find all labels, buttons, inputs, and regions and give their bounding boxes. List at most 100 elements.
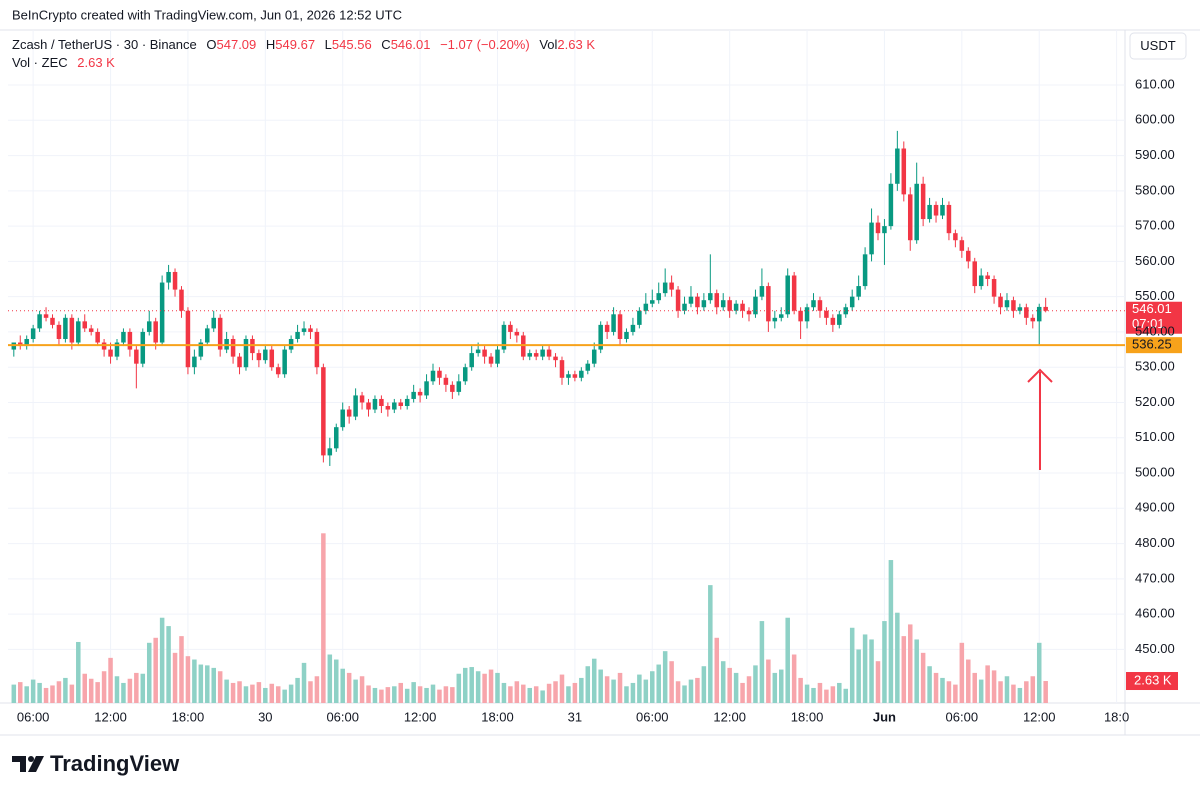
volume-bar — [250, 684, 255, 703]
y-tick-label: 590.00 — [1135, 147, 1175, 162]
volume-bar — [895, 612, 900, 703]
volume-bar — [295, 677, 300, 703]
volume-bar — [998, 681, 1003, 703]
volume-bar — [437, 689, 442, 703]
candle-body — [837, 314, 842, 325]
candle-body — [953, 233, 958, 241]
volume-bar — [546, 683, 552, 703]
volume-bar — [114, 676, 120, 703]
volume-bar — [585, 666, 591, 703]
volume-bar — [334, 659, 339, 703]
x-tick-label: 12:00 — [1023, 709, 1056, 724]
candle-body — [205, 328, 210, 343]
volume-bar — [508, 686, 513, 703]
volume-bar — [843, 688, 849, 703]
candle-body — [301, 328, 307, 332]
candle-body — [637, 310, 642, 325]
currency[interactable]: USDT — [1140, 38, 1175, 53]
candle-body — [959, 240, 965, 251]
candle-body — [862, 254, 868, 287]
candle-body — [411, 391, 416, 399]
volume-bar — [488, 669, 494, 703]
volume-bar — [901, 636, 907, 703]
volume-bar — [656, 664, 661, 703]
volume-bar — [598, 669, 603, 703]
volume-bar — [127, 678, 133, 703]
candle-body — [237, 356, 242, 368]
volume-bar — [978, 679, 984, 703]
y-tick-label: 450.00 — [1135, 641, 1175, 656]
candle-body — [566, 374, 571, 378]
volume-bar — [179, 636, 184, 703]
candle-body — [263, 349, 268, 361]
candle-body — [720, 300, 726, 308]
y-tick-label: 480.00 — [1135, 535, 1175, 550]
y-tick-label: 500.00 — [1135, 464, 1175, 479]
volume-bar — [837, 682, 842, 703]
candle-body — [946, 204, 952, 234]
volume-bar — [379, 689, 384, 703]
volume-bar — [211, 667, 216, 703]
candle-body — [121, 331, 126, 343]
volume-bar — [624, 686, 629, 703]
volume-bar — [662, 651, 668, 703]
volume-bar — [733, 672, 739, 703]
volume-bar — [205, 665, 210, 703]
volume-bar — [972, 672, 977, 703]
y-tick-label: 570.00 — [1135, 218, 1175, 233]
volume-bar — [1036, 642, 1042, 703]
candle-body — [488, 356, 494, 364]
legend-volume: Vol · ZEC 2.63 K — [12, 55, 115, 70]
volume-bar — [746, 676, 752, 703]
candle-body — [372, 398, 378, 410]
candle-body — [675, 289, 681, 311]
y-tick-label: 550.00 — [1135, 288, 1175, 303]
candle-body — [966, 250, 971, 262]
volume-bar — [282, 689, 287, 703]
candle-body — [624, 331, 629, 339]
candle-body — [379, 398, 384, 407]
volume-bar — [56, 681, 62, 703]
volume-bar — [720, 661, 726, 703]
volume-bar — [779, 669, 784, 703]
volume-bar — [772, 672, 778, 703]
volume-bar — [527, 687, 532, 703]
volume-bar — [991, 670, 997, 703]
volume-bar — [308, 681, 313, 703]
candle-body — [321, 367, 326, 456]
last-price-box — [1126, 301, 1182, 334]
volume-bar — [637, 674, 642, 703]
volume-bar — [469, 667, 474, 703]
volume-bar — [301, 662, 307, 703]
candle-body — [256, 353, 262, 361]
volume-bar — [417, 686, 423, 703]
candle-body — [553, 356, 558, 361]
volume-bar — [882, 621, 887, 703]
candle-body — [308, 328, 313, 332]
currency-button[interactable] — [1129, 32, 1187, 60]
candle-body — [888, 183, 894, 227]
volume-bar — [198, 664, 204, 703]
volume-bar — [650, 671, 655, 703]
candle-body — [740, 303, 745, 311]
volume-bar — [985, 665, 990, 703]
candle-body — [327, 448, 333, 456]
candle-body — [63, 317, 68, 339]
volume-bar — [166, 626, 171, 703]
candle-body — [611, 314, 616, 332]
candle-body — [533, 353, 539, 357]
candle-body — [901, 148, 907, 195]
change: −1.07 (−0.20%) — [440, 37, 530, 52]
candle-body — [682, 303, 687, 311]
close-label: C — [381, 37, 391, 52]
volume-bar — [475, 671, 481, 703]
candle-body — [475, 349, 481, 354]
y-tick-label: 560.00 — [1135, 253, 1175, 268]
volume-bar — [462, 667, 468, 703]
volume-bar — [862, 634, 868, 703]
vol-value: 2.63 K — [557, 37, 595, 52]
candle-body — [585, 363, 591, 371]
candle-body — [353, 395, 358, 417]
volume-bar — [372, 687, 378, 703]
